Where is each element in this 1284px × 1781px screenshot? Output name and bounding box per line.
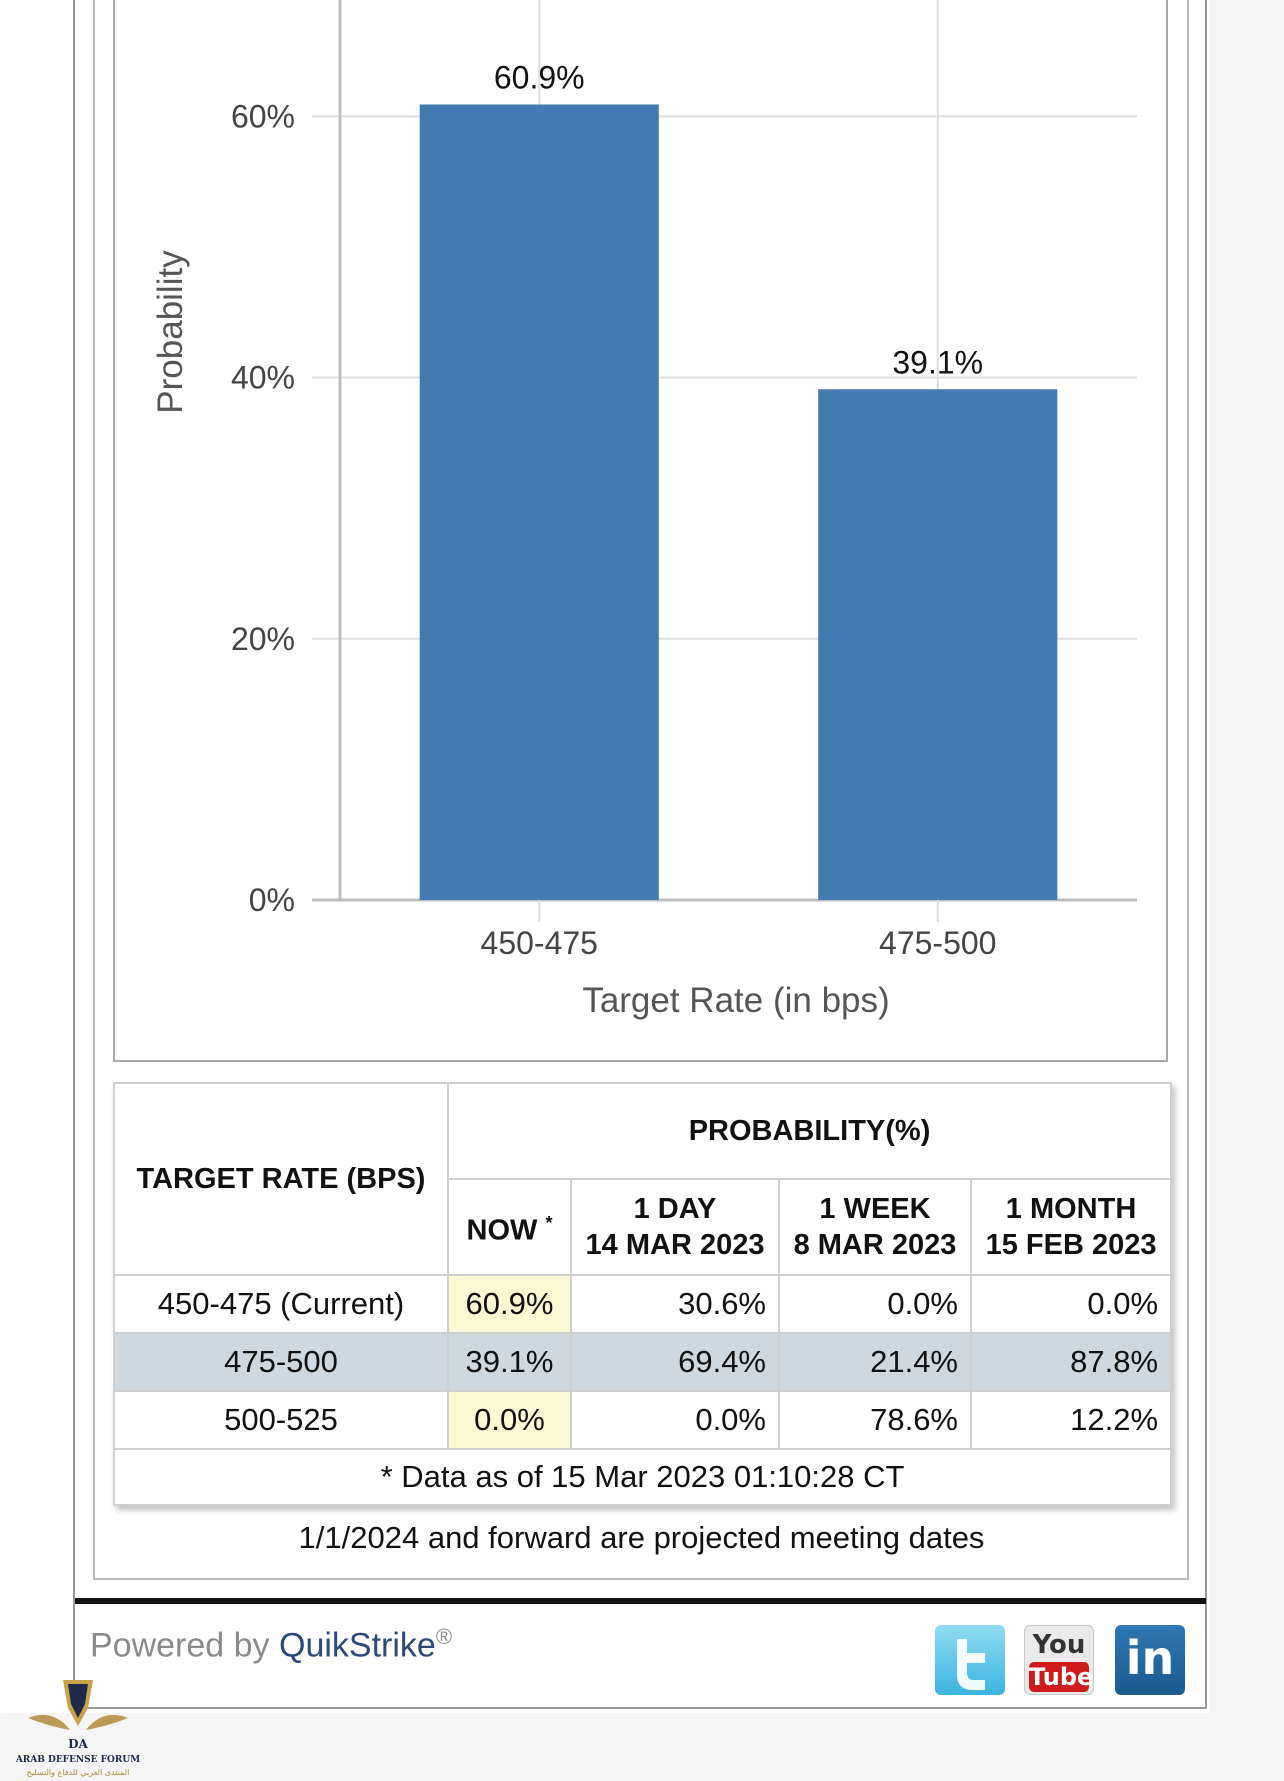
week-cell: 78.6%	[778, 1390, 972, 1450]
rate-cell: 450-475 (Current)	[113, 1274, 449, 1334]
bar-value-label: 60.9%	[494, 59, 585, 95]
rate-cell: 500-525	[113, 1390, 449, 1450]
month-cell: 12.2%	[969, 1390, 1173, 1450]
powered-by-label: Powered by	[90, 1626, 270, 1665]
svg-text:DA: DA	[68, 1737, 88, 1751]
x-tick-label: 450-475	[481, 925, 598, 961]
bar-value-label: 39.1%	[892, 344, 983, 380]
one-month-column-header: 1 MONTH 15 FEB 2023	[969, 1178, 1173, 1276]
bar-475-500[interactable]	[818, 389, 1058, 900]
youtube-tube-text: Tube	[1029, 1662, 1094, 1692]
chart-frame	[113, 0, 1168, 1062]
table-row: 475-500 39.1% 69.4% 21.4% 87.8%	[113, 1332, 1173, 1392]
data-timestamp-footnote: * Data as of 15 Mar 2023 01:10:28 CT	[112, 1448, 1173, 1506]
one-week-column-header: 1 WEEK 8 MAR 2023	[778, 1178, 972, 1276]
y-tick-label: 40%	[231, 360, 295, 396]
week-cell: 0.0%	[778, 1274, 972, 1334]
y-tick-label: 20%	[231, 621, 295, 657]
month-cell: 0.0%	[969, 1274, 1173, 1334]
now-cell: 39.1%	[447, 1332, 572, 1392]
bottom-background-strip	[0, 1713, 1284, 1781]
widget-inner-frame	[93, 0, 1189, 1580]
one-day-column-header: 1 DAY 14 MAR 2023	[570, 1178, 780, 1276]
day-cell: 0.0%	[570, 1390, 780, 1450]
chart-bars	[419, 104, 1058, 900]
day-cell: 30.6%	[570, 1274, 780, 1334]
quikstrike-link[interactable]: QuikStrike	[279, 1626, 436, 1665]
probability-header: PROBABILITY(%)	[446, 1082, 1173, 1180]
y-tick-label: 60%	[231, 98, 295, 134]
month-cell: 87.8%	[969, 1332, 1173, 1392]
now-cell: 60.9%	[447, 1274, 572, 1334]
svg-text:ARAB DEFENSE FORUM: ARAB DEFENSE FORUM	[15, 1755, 140, 1765]
youtube-button[interactable]: You Tube	[1024, 1625, 1094, 1695]
table-row: 450-475 (Current) 60.9% 30.6% 0.0% 0.0%	[113, 1274, 1173, 1334]
arab-defense-forum-watermark: DA ARAB DEFENSE FORUM المنتدى العربي للد…	[15, 1680, 140, 1777]
twitter-button[interactable]	[935, 1625, 1005, 1695]
day-cell: 69.4%	[570, 1332, 780, 1392]
right-background-strip	[1210, 0, 1284, 1781]
x-tick-label: 475-500	[879, 925, 996, 961]
registered-mark: ®	[435, 1624, 453, 1649]
rate-cell: 475-500	[113, 1332, 449, 1392]
twitter-icon	[957, 1639, 985, 1690]
youtube-you-text: You	[1032, 1630, 1086, 1660]
now-cell: 0.0%	[447, 1390, 572, 1450]
y-tick-label: 0%	[249, 882, 295, 918]
y-axis-title: Probability	[151, 250, 190, 414]
probability-table: TARGET RATE (BPS) PROBABILITY(%) NOW * 1…	[112, 1082, 1173, 1506]
bar-450-475[interactable]	[419, 104, 659, 900]
powered-by: Powered by QuikStrike®	[90, 1624, 452, 1665]
now-column-header: NOW *	[447, 1178, 572, 1276]
week-cell: 21.4%	[778, 1332, 972, 1392]
footer-divider	[75, 1598, 1206, 1604]
svg-text:المنتدى العربي للدفاع والتسليح: المنتدى العربي للدفاع والتسليح	[27, 1768, 130, 1777]
linkedin-icon: in	[1125, 1631, 1175, 1685]
projected-dates-note: 1/1/2024 and forward are projected meeti…	[298, 1520, 985, 1555]
x-axis-title: Target Rate (in bps)	[582, 981, 889, 1020]
table-row: 500-525 0.0% 0.0% 78.6% 12.2%	[113, 1390, 1173, 1450]
linkedin-button[interactable]: in	[1115, 1625, 1185, 1695]
target-rate-header: TARGET RATE (BPS)	[113, 1082, 449, 1276]
